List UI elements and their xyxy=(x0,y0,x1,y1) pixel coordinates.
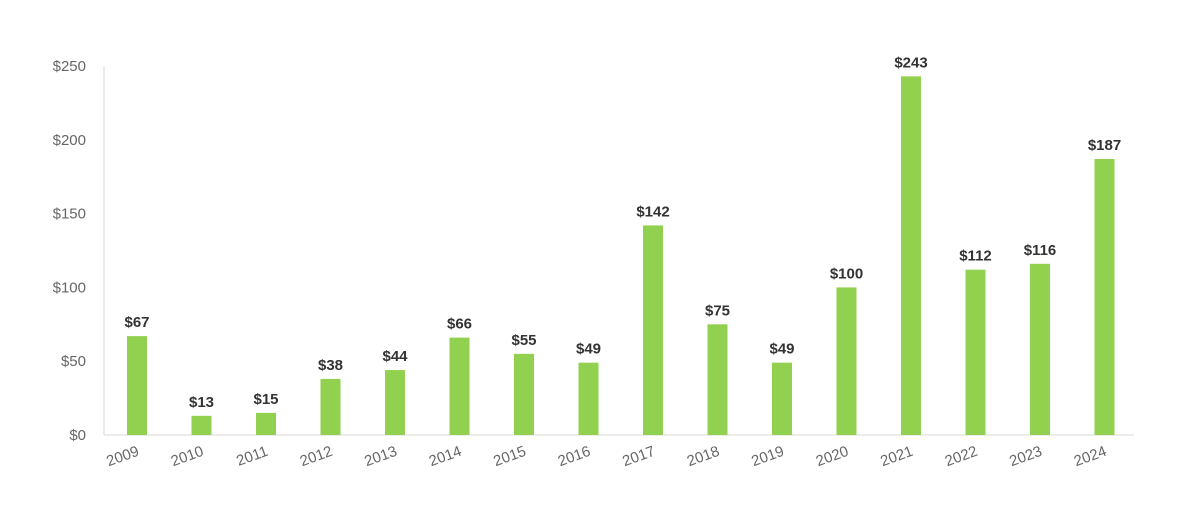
data-label-2011: $15 xyxy=(253,391,278,408)
data-label-2010: $13 xyxy=(189,394,214,411)
y-tick-label: $250 xyxy=(53,58,86,75)
bar-2016 xyxy=(578,362,599,435)
x-tick-label-2022: 2022 xyxy=(943,443,980,470)
data-label-2024: $187 xyxy=(1088,137,1121,154)
x-tick-label-2024: 2024 xyxy=(1072,443,1109,470)
x-tick-label-2014: 2014 xyxy=(427,443,464,470)
y-tick-label: $100 xyxy=(53,279,86,296)
bar-2021 xyxy=(901,76,921,435)
x-tick-label-2015: 2015 xyxy=(491,443,528,470)
data-label-2021: $243 xyxy=(894,54,927,71)
x-tick-label-2023: 2023 xyxy=(1007,443,1044,470)
data-label-2014: $66 xyxy=(447,316,472,333)
x-tick-label-2018: 2018 xyxy=(685,443,722,470)
data-label-2009: $67 xyxy=(124,314,149,331)
x-tick-label-2010: 2010 xyxy=(169,443,206,470)
x-axis-tick-labels: 2009 2010 2011 2012 2013 2014 2015 2016 2017 2018… xyxy=(104,443,1109,470)
bar-2018 xyxy=(707,324,728,435)
bar-2022 xyxy=(965,269,986,435)
bar-2011 xyxy=(256,412,276,435)
data-label-2022: $112 xyxy=(959,248,992,265)
x-tick-label-2013: 2013 xyxy=(362,443,399,470)
y-tick-label: $200 xyxy=(53,132,86,149)
data-label-2023: $116 xyxy=(1024,242,1057,259)
bar-2020 xyxy=(836,287,857,435)
data-label-2016: $49 xyxy=(576,341,601,358)
bar-2010 xyxy=(191,415,212,435)
x-tick-label-2020: 2020 xyxy=(814,443,851,470)
bar-2019 xyxy=(772,362,792,435)
bar-2012 xyxy=(320,378,341,435)
x-tick-label-2019: 2019 xyxy=(749,443,786,470)
x-tick-label-2011: 2011 xyxy=(234,443,270,470)
data-label-2020: $100 xyxy=(830,265,863,282)
y-tick-label: $50 xyxy=(61,353,86,370)
bar-2015 xyxy=(514,353,534,435)
bar-2023 xyxy=(1030,263,1050,435)
x-tick-label-2012: 2012 xyxy=(298,443,335,470)
x-tick-label-2016: 2016 xyxy=(556,443,593,470)
data-label-2012: $38 xyxy=(318,357,343,374)
data-label-2018: $75 xyxy=(705,302,730,319)
bar-2017 xyxy=(643,225,663,435)
data-label-2015: $55 xyxy=(511,332,536,349)
y-axis-tick-labels: $0 $50 $100 $150 $200 $250 xyxy=(53,58,86,444)
bar-2014 xyxy=(449,337,470,435)
x-tick-label-2009: 2009 xyxy=(104,443,141,470)
bar-2024 xyxy=(1094,158,1115,435)
bars-group xyxy=(127,76,1115,435)
bar-2013 xyxy=(385,370,405,435)
data-label-2017: $142 xyxy=(636,203,669,220)
x-tick-label-2017: 2017 xyxy=(620,443,657,470)
x-tick-label-2021: 2021 xyxy=(878,443,915,470)
y-tick-label: $0 xyxy=(69,427,86,444)
data-labels-group: $67 $13 $15 $38 $44 $66 $55 $49 $142 $75 $49 $100 $2… xyxy=(124,54,1121,410)
data-label-2019: $49 xyxy=(769,341,794,358)
y-tick-label: $150 xyxy=(53,206,86,223)
data-label-2013: $44 xyxy=(382,348,408,365)
bar-2009 xyxy=(127,336,147,435)
